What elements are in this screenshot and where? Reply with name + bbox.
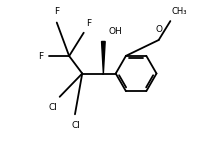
- Text: OH: OH: [108, 27, 122, 36]
- Text: F: F: [86, 19, 91, 28]
- Text: F: F: [54, 7, 59, 16]
- Polygon shape: [101, 41, 105, 74]
- Text: CH₃: CH₃: [171, 7, 187, 16]
- Text: F: F: [39, 52, 44, 61]
- Text: Cl: Cl: [71, 121, 80, 130]
- Text: Cl: Cl: [49, 103, 58, 112]
- Text: O: O: [156, 25, 163, 34]
